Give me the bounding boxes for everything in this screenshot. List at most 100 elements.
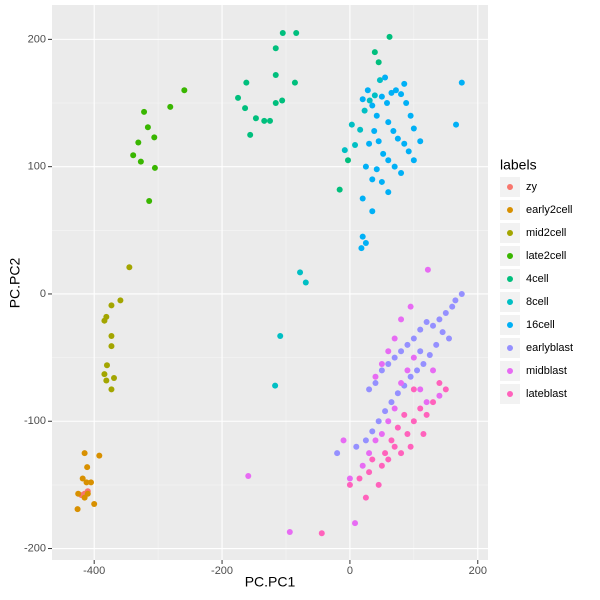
point	[348, 121, 355, 128]
point	[362, 437, 369, 444]
point	[151, 134, 158, 141]
point	[398, 450, 405, 457]
point	[130, 152, 137, 159]
legend-marker	[507, 322, 513, 328]
point	[272, 72, 279, 79]
point	[235, 94, 242, 101]
point	[394, 135, 401, 142]
point	[398, 348, 405, 355]
legend-label: 4cell	[526, 273, 549, 285]
point	[369, 456, 376, 463]
point	[436, 380, 443, 387]
point	[108, 332, 115, 339]
point	[398, 380, 405, 387]
point	[386, 33, 393, 40]
legend-label: late2cell	[526, 250, 566, 262]
point	[372, 437, 379, 444]
point	[458, 290, 465, 297]
point	[117, 297, 124, 304]
point	[382, 74, 389, 81]
point	[108, 386, 115, 393]
point	[398, 316, 405, 323]
point	[108, 343, 115, 350]
point	[341, 147, 348, 154]
legend-label: 8cell	[526, 296, 549, 308]
x-tick-label: 200	[469, 565, 487, 577]
point	[369, 102, 376, 109]
point	[385, 348, 392, 355]
point	[111, 374, 118, 381]
point	[452, 297, 459, 304]
point	[279, 97, 286, 104]
point	[433, 341, 440, 348]
point	[245, 472, 252, 479]
point	[144, 124, 151, 131]
point	[366, 386, 373, 393]
point	[371, 92, 378, 99]
point	[373, 166, 380, 173]
point	[391, 354, 398, 361]
point	[401, 411, 408, 418]
point	[388, 399, 395, 406]
point	[242, 105, 249, 112]
point	[398, 91, 405, 98]
point	[407, 303, 414, 310]
legend-marker	[507, 345, 513, 351]
point	[83, 479, 90, 486]
point	[167, 103, 174, 110]
point	[375, 418, 382, 425]
point	[417, 326, 424, 333]
point	[375, 59, 382, 66]
point	[361, 107, 368, 114]
point	[442, 386, 449, 393]
point	[423, 318, 430, 325]
point	[394, 424, 401, 431]
point	[405, 148, 412, 155]
y-tick-label: 0	[40, 288, 46, 300]
point	[401, 140, 408, 147]
point	[410, 354, 417, 361]
point	[392, 87, 399, 94]
point	[382, 450, 389, 457]
point	[272, 100, 279, 107]
point	[453, 121, 460, 128]
point	[388, 437, 395, 444]
legend-marker	[507, 299, 513, 305]
point	[375, 481, 382, 488]
point	[391, 405, 398, 412]
point	[378, 178, 385, 185]
point	[135, 139, 142, 146]
point	[293, 30, 300, 37]
point	[146, 198, 153, 205]
point	[141, 108, 148, 115]
point	[91, 500, 98, 507]
point	[430, 322, 437, 329]
point	[410, 418, 417, 425]
point	[252, 115, 259, 122]
point	[417, 405, 424, 412]
point	[108, 302, 115, 309]
point	[291, 79, 298, 86]
point	[414, 367, 421, 374]
y-tick-label: 200	[28, 33, 46, 45]
point	[261, 117, 268, 124]
point	[372, 373, 379, 380]
point	[318, 530, 325, 537]
point	[101, 371, 108, 378]
point	[420, 430, 427, 437]
point	[417, 348, 424, 355]
legend-marker	[507, 207, 513, 213]
point	[383, 100, 390, 107]
point	[103, 377, 110, 384]
point	[385, 157, 392, 164]
point	[410, 386, 417, 393]
point	[436, 316, 443, 323]
point	[420, 360, 427, 367]
point	[87, 479, 94, 486]
point	[385, 119, 392, 126]
legend-marker	[507, 368, 513, 374]
legend-title: labels	[500, 157, 537, 173]
point	[356, 475, 363, 482]
point	[366, 97, 373, 104]
